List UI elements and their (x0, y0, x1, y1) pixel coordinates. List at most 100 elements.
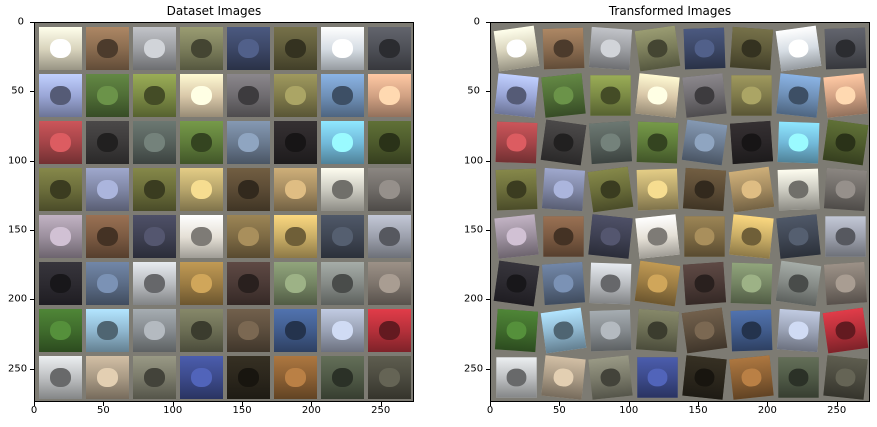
y-tick-label: 0 (473, 16, 480, 28)
x-tick-mark (698, 402, 700, 406)
image-tile (321, 168, 364, 211)
image-tile (587, 166, 634, 213)
image-tile (180, 262, 223, 305)
image-tile (777, 121, 820, 164)
image-tile (541, 167, 586, 212)
image-tile (86, 168, 129, 211)
image-tile (494, 73, 539, 118)
image-tile (775, 25, 822, 72)
image-tile (729, 355, 774, 400)
y-tick-mark (486, 368, 490, 370)
x-tick-label: 250 (371, 405, 391, 416)
x-tick-mark (628, 402, 630, 406)
image-tile (589, 309, 632, 352)
y-tick-mark (30, 22, 34, 23)
y-tick-mark (30, 91, 34, 93)
x-tick-mark (380, 402, 382, 406)
y-tick-mark (30, 230, 34, 232)
image-tile (776, 73, 821, 118)
image-tile (180, 168, 223, 211)
image-tile (823, 355, 868, 400)
x-tick-mark (103, 402, 105, 406)
image-tile (776, 308, 821, 353)
image-tile (180, 74, 223, 117)
image-tile (823, 261, 868, 306)
y-tick-mark (30, 160, 34, 162)
image-tile (227, 262, 270, 305)
x-tick-mark (311, 402, 313, 406)
image-tile (493, 25, 540, 72)
image-tile (540, 119, 587, 166)
image-tile (227, 74, 270, 117)
x-tick-mark (559, 402, 561, 406)
y-tick-mark (486, 230, 490, 232)
image-tile (227, 356, 270, 399)
image-tile (180, 356, 223, 399)
y-tick-label: 100 (464, 155, 484, 167)
image-tile (635, 214, 680, 259)
image-tile (368, 356, 411, 399)
y-tick-label: 200 (8, 293, 28, 305)
image-tile (133, 74, 176, 117)
image-tile (494, 308, 539, 353)
image-tile (634, 260, 681, 307)
image-tile (133, 168, 176, 211)
x-tick-label: 150 (232, 405, 252, 416)
x-tick-mark (767, 402, 769, 406)
y-tick-mark (30, 299, 34, 301)
image-tile (368, 168, 411, 211)
image-tile (274, 309, 317, 352)
panel-title: Transformed Images (608, 4, 732, 18)
image-tile (778, 357, 819, 398)
image-tile (39, 27, 82, 70)
image-grid (34, 22, 414, 402)
image-tile (684, 216, 725, 257)
image-tile (86, 27, 129, 70)
transformed-images-panel: Transformed Images 0 50 100 150 200 250 0 50 100… (464, 0, 870, 427)
image-tile (368, 121, 411, 164)
image-grid (490, 22, 870, 402)
image-tile (86, 356, 129, 399)
image-tile (368, 309, 411, 352)
panel-title: Dataset Images (166, 4, 262, 18)
image-tile (274, 215, 317, 258)
image-tile (542, 27, 585, 70)
image-tile (729, 214, 774, 259)
image-tile (822, 119, 869, 166)
image-tile (180, 215, 223, 258)
x-tick-mark (34, 402, 35, 406)
image-tile (368, 27, 411, 70)
x-tick-mark (172, 402, 174, 406)
image-tile (227, 215, 270, 258)
image-tile (823, 73, 868, 118)
image-tile (588, 355, 633, 400)
image-tile (681, 307, 728, 354)
image-tile (321, 27, 364, 70)
image-tile (39, 215, 82, 258)
image-tile (39, 74, 82, 117)
image-tile (823, 167, 868, 212)
image-tile (227, 309, 270, 352)
image-tile (681, 119, 728, 166)
image-tile (824, 27, 867, 70)
image-tile (39, 309, 82, 352)
image-tile (541, 355, 586, 400)
y-tick-mark (486, 22, 490, 23)
y-tick-label: 50 (11, 85, 24, 97)
image-tile (729, 26, 774, 71)
y-tick-mark (486, 160, 490, 162)
image-tile (634, 25, 681, 72)
image-tile (368, 74, 411, 117)
image-tile (39, 121, 82, 164)
y-tick-label: 0 (17, 16, 24, 28)
image-tile (86, 309, 129, 352)
image-tile (495, 121, 538, 164)
x-tick-mark (836, 402, 838, 406)
image-tile (776, 214, 821, 259)
image-tile (321, 121, 364, 164)
image-tile (683, 27, 726, 70)
image-tile (180, 27, 223, 70)
image-tile (635, 73, 680, 118)
image-tile (274, 74, 317, 117)
image-tile (496, 357, 537, 398)
